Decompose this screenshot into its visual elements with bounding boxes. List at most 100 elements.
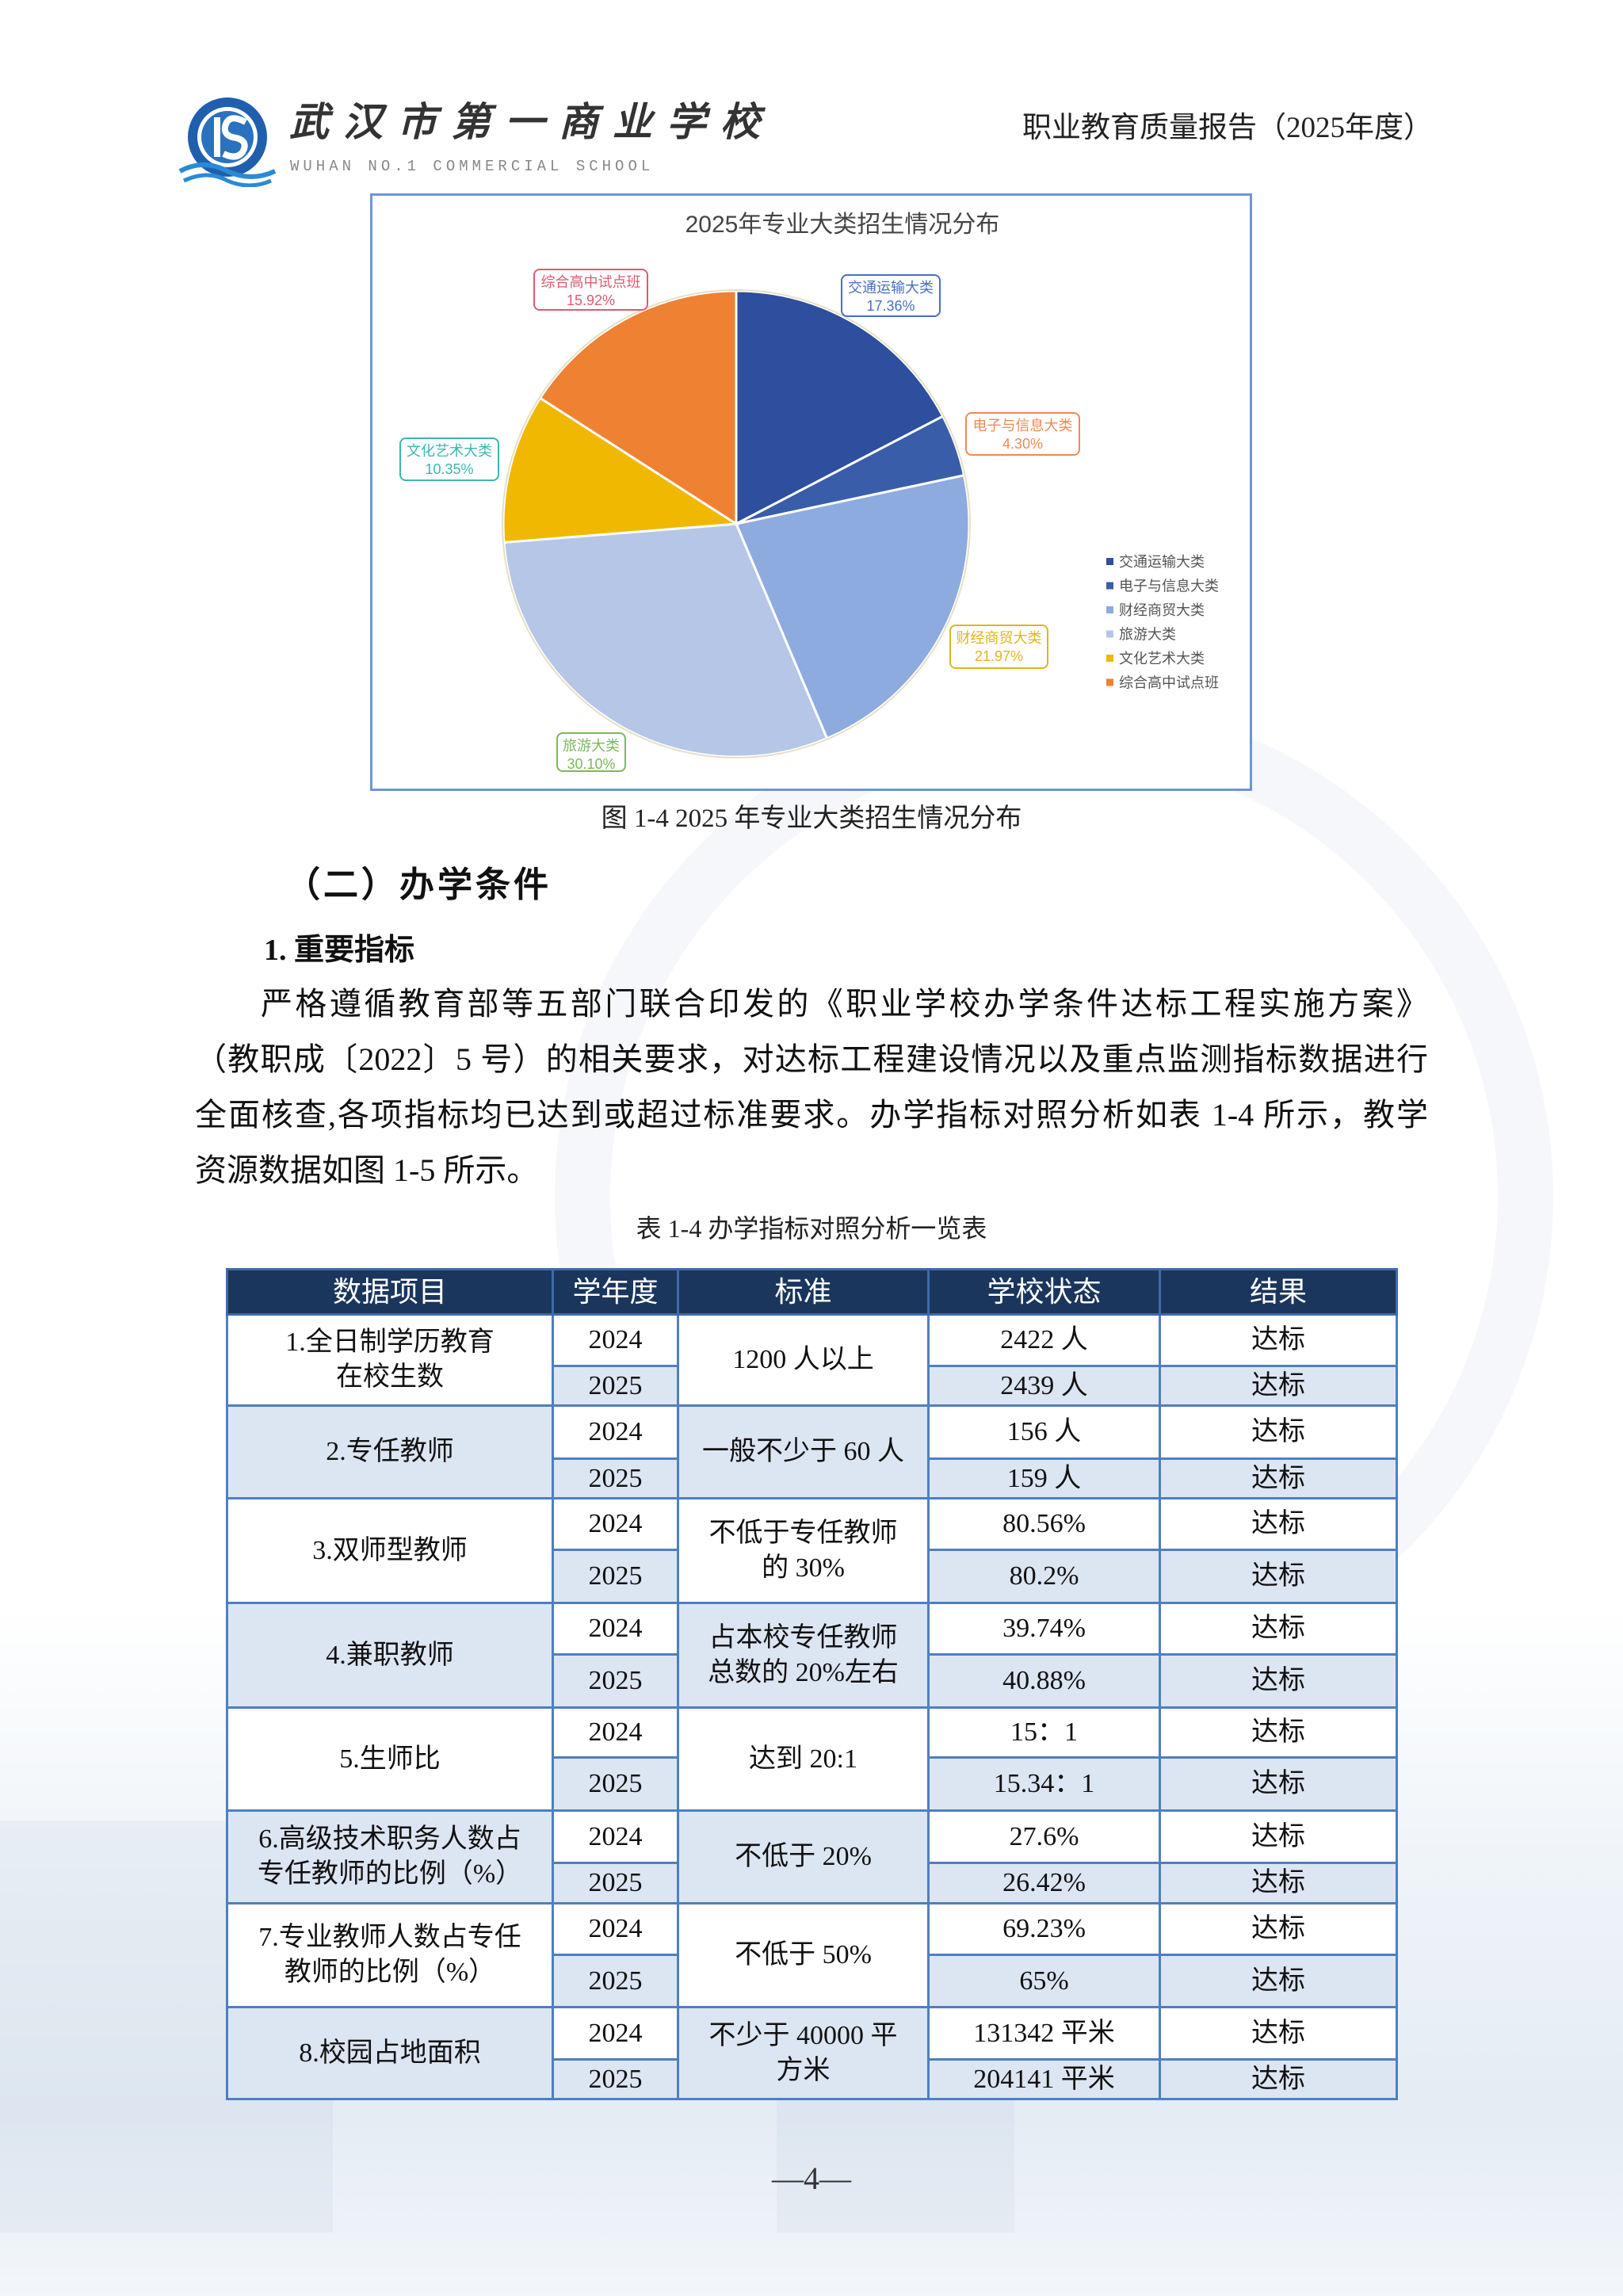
standard-cell: 不少于 40000 平 方米 bbox=[677, 2006, 930, 2100]
pie-slice bbox=[734, 473, 971, 740]
result-cell: 达标 bbox=[1159, 1457, 1398, 1499]
item-cell: 2.专任教师 bbox=[226, 1404, 554, 1499]
table-row: 7.专业教师人数占专任 教师的比例（%） 2024 不低于 50% 69.23% 达标 bbox=[226, 1902, 1398, 2008]
table-row: 2025 40.88% 达标 bbox=[227, 1653, 1398, 1709]
result-cell: 达标 bbox=[1159, 1954, 1398, 2008]
legend-swatch bbox=[1106, 606, 1113, 613]
year-cell: 2024 bbox=[552, 1809, 679, 1864]
data-label-category: 综合高中试点班 bbox=[541, 274, 641, 290]
data-label-category: 旅游大类 bbox=[563, 738, 620, 754]
result-cell: 达标 bbox=[1159, 1602, 1398, 1656]
result-cell: 达标 bbox=[1159, 2058, 1398, 2100]
column-header: 标准 bbox=[677, 1268, 930, 1316]
year-cell: 2024 bbox=[552, 1404, 679, 1460]
status-cell: 80.2% bbox=[927, 1549, 1161, 1604]
result-cell: 达标 bbox=[1159, 1497, 1398, 1551]
column-header: 学年度 bbox=[552, 1268, 679, 1316]
pie-slice bbox=[502, 522, 829, 758]
table-caption: 表 1-4 办学指标对照分析一览表 bbox=[636, 1214, 987, 1243]
year-cell: 2025 bbox=[552, 1365, 679, 1407]
data-label: 电子与信息大类 4.30% bbox=[965, 412, 1080, 456]
table-row: 1.全日制学历教育 在校生数 2024 1200 人以上 2422 人达标 bbox=[226, 1313, 1398, 1407]
table-row: 2025 26.42% 达标 bbox=[227, 1862, 1398, 1904]
legend-item: 文化艺术大类 bbox=[1106, 651, 1205, 667]
paragraph-line: 全面核查,各项指标均已达到或超过标准要求。办学指标对照分析如表 1-4 所示，教… bbox=[195, 1097, 1428, 1133]
table-row: 8.校园占地面积 2024 不少于 40000 平 方米 131342 平米 达标 bbox=[226, 2006, 1398, 2100]
result-cell: 达标 bbox=[1159, 1706, 1398, 1759]
year-cell: 2025 bbox=[552, 1954, 679, 2008]
result-cell: 达标 bbox=[1159, 1756, 1398, 1812]
pie-chart-svg: 2025年专业大类招生情况分布 交通运输大类 17.36% 电子与信息大类 4.30%… bbox=[399, 212, 1219, 772]
result-cell: 达标 bbox=[1159, 1549, 1398, 1604]
legend-swatch bbox=[1106, 655, 1113, 662]
body-paragraph: 严格遵循教育部等五部门联合印发的《职业学校办学条件达标工程实施方案》 （教职成〔… bbox=[195, 976, 1428, 1198]
table-row: 2025 204141 平米 达标 bbox=[227, 2058, 1398, 2100]
legend-swatch bbox=[1106, 630, 1113, 638]
legend-label: 电子与信息大类 bbox=[1119, 579, 1219, 594]
paragraph-line: 严格遵循教育部等五部门联合印发的《职业学校办学条件达标工程实施方案》 bbox=[261, 986, 1428, 1022]
pie-chart: 2025年专业大类招生情况分布 交通运输大类 17.36% 电子与信息大类 4.30%… bbox=[370, 193, 1252, 791]
school-name-cn: 武汉市第一商业学校 bbox=[289, 98, 774, 145]
result-cell: 达标 bbox=[1159, 1862, 1398, 1904]
legend-swatch bbox=[1106, 678, 1113, 686]
paragraph-line: 资源数据如图 1-5 所示。 bbox=[195, 1152, 539, 1188]
item-cell: 6.高级技术职务人数占 专任教师的比例（%） bbox=[226, 1809, 554, 1904]
indicators-table: 数据项目 学年度 标准 学校状态 结果 1.全日制学历教育 在校生数 2024 1200 人… bbox=[226, 1268, 1398, 2100]
data-label: 综合高中试点班 15.92% bbox=[533, 269, 648, 311]
data-label: 旅游大类 30.10% bbox=[556, 732, 626, 772]
data-label-category: 电子与信息大类 bbox=[973, 418, 1073, 434]
year-cell: 2025 bbox=[552, 1862, 679, 1904]
legend-swatch bbox=[1106, 558, 1113, 565]
year-cell: 2024 bbox=[552, 1602, 679, 1656]
table-row: 2025 65% 达标 bbox=[227, 1954, 1398, 2008]
column-header: 数据项目 bbox=[226, 1268, 554, 1316]
result-cell: 达标 bbox=[1159, 1313, 1398, 1367]
table-header-row: 数据项目 学年度 标准 学校状态 结果 bbox=[226, 1268, 1398, 1316]
status-cell: 27.6% bbox=[927, 1809, 1161, 1864]
legend-label: 综合高中试点班 bbox=[1119, 675, 1219, 691]
status-cell: 26.42% bbox=[927, 1862, 1161, 1904]
result-cell: 达标 bbox=[1159, 1365, 1398, 1407]
report-title: 职业教育质量报告（2025年度） bbox=[1022, 112, 1433, 144]
data-label: 文化艺术大类 10.35% bbox=[399, 437, 499, 481]
table-row: 4.兼职教师 2024 占本校专任教师 总数的 20%左右 39.74% 达标 bbox=[226, 1602, 1398, 1709]
subheading: 1. 重要指标 bbox=[264, 934, 415, 967]
status-cell: 15.34：1 bbox=[927, 1756, 1161, 1812]
standard-cell: 占本校专任教师 总数的 20%左右 bbox=[677, 1602, 930, 1709]
year-cell: 2024 bbox=[552, 1902, 679, 1956]
result-cell: 达标 bbox=[1159, 1404, 1398, 1460]
legend-item: 交通运输大类 bbox=[1106, 554, 1205, 570]
item-cell: 1.全日制学历教育 在校生数 bbox=[226, 1313, 554, 1407]
school-name-en: WUHAN NO.1 COMMERCIAL SCHOOL bbox=[290, 158, 655, 175]
table-row: 2025 159 人达标 bbox=[227, 1457, 1398, 1499]
legend-label: 旅游大类 bbox=[1119, 627, 1176, 643]
data-label: 财经商贸大类 21.97% bbox=[949, 625, 1048, 669]
figure-caption: 图 1-4 2025 年专业大类招生情况分布 bbox=[601, 804, 1022, 833]
school-logo bbox=[176, 94, 279, 188]
status-cell: 131342 平米 bbox=[927, 2006, 1161, 2061]
table-row: 5.生师比 2024 达到 20:1 15：1 达标 bbox=[226, 1706, 1398, 1812]
standard-cell: 不低于 50% bbox=[677, 1902, 930, 2008]
status-cell: 2439 人 bbox=[927, 1365, 1161, 1407]
data-label-category: 交通运输大类 bbox=[848, 280, 934, 296]
year-cell: 2024 bbox=[552, 1313, 679, 1367]
item-cell: 8.校园占地面积 bbox=[226, 2006, 554, 2100]
data-label-value: 10.35% bbox=[425, 461, 473, 477]
data-label-value: 4.30% bbox=[1002, 436, 1043, 452]
data-label-value: 21.97% bbox=[975, 648, 1023, 664]
data-label-value: 30.10% bbox=[567, 756, 615, 772]
legend-item: 综合高中试点班 bbox=[1106, 675, 1219, 691]
legend-swatch bbox=[1106, 582, 1113, 590]
table-row: 2.专任教师 2024 一般不少于 60 人 156 人达标 bbox=[226, 1404, 1398, 1499]
pie-slice bbox=[538, 289, 738, 526]
legend-label: 交通运输大类 bbox=[1119, 554, 1205, 570]
status-cell: 39.74% bbox=[927, 1602, 1161, 1656]
pie-slice bbox=[735, 289, 945, 526]
column-header: 学校状态 bbox=[927, 1268, 1161, 1316]
item-cell: 3.双师型教师 bbox=[226, 1497, 554, 1604]
result-cell: 达标 bbox=[1159, 2006, 1398, 2061]
status-cell: 156 人 bbox=[927, 1404, 1161, 1460]
paragraph-line: （教职成〔2022〕5 号）的相关要求，对达标工程建设情况以及重点监测指标数据进… bbox=[195, 1041, 1428, 1077]
legend-label: 文化艺术大类 bbox=[1119, 651, 1205, 667]
item-cell: 7.专业教师人数占专任 教师的比例（%） bbox=[226, 1902, 554, 2008]
